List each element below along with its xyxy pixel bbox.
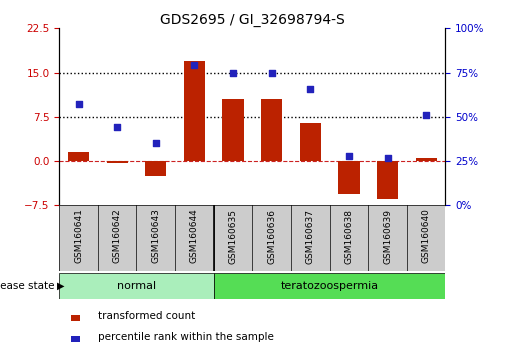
Point (345, 153, 353, 159)
Bar (222, 99, 244, 161)
Point (191, 63, 199, 68)
Text: percentile rank within the sample: percentile rank within the sample (98, 332, 274, 342)
Text: GSM160638: GSM160638 (345, 209, 353, 264)
Text: normal: normal (117, 281, 156, 291)
Bar (107, 161, 128, 163)
Bar (184, 61, 205, 161)
Bar (261, 99, 282, 161)
Text: GSM160637: GSM160637 (306, 209, 315, 264)
Text: transformed count: transformed count (98, 311, 195, 321)
Bar (214, 273, 445, 299)
Point (422, 112, 431, 118)
Text: teratozoospermia: teratozoospermia (281, 281, 379, 291)
Bar (71, 336, 80, 342)
Bar (59, 273, 214, 299)
Text: GSM160640: GSM160640 (422, 209, 431, 263)
Bar (416, 158, 437, 161)
Text: GSM160643: GSM160643 (151, 209, 160, 263)
Text: GSM160636: GSM160636 (267, 209, 276, 264)
Point (268, 70, 276, 75)
Point (306, 86, 314, 91)
Bar (338, 161, 359, 194)
Point (74, 102, 82, 107)
Text: GSM160635: GSM160635 (229, 209, 237, 264)
Title: GDS2695 / GI_32698794-S: GDS2695 / GI_32698794-S (160, 13, 345, 27)
Point (113, 125, 122, 130)
Bar (68, 152, 89, 161)
Text: GSM160642: GSM160642 (113, 209, 122, 263)
Bar (71, 315, 80, 321)
Text: ▶: ▶ (57, 281, 64, 291)
Point (383, 155, 392, 160)
Bar (145, 161, 166, 176)
Text: GSM160641: GSM160641 (74, 209, 83, 263)
Point (229, 70, 237, 75)
Text: disease state: disease state (0, 281, 54, 291)
Text: GSM160644: GSM160644 (190, 209, 199, 263)
Bar (300, 123, 321, 161)
Point (152, 141, 160, 146)
Text: GSM160639: GSM160639 (383, 209, 392, 264)
Bar (377, 161, 398, 199)
